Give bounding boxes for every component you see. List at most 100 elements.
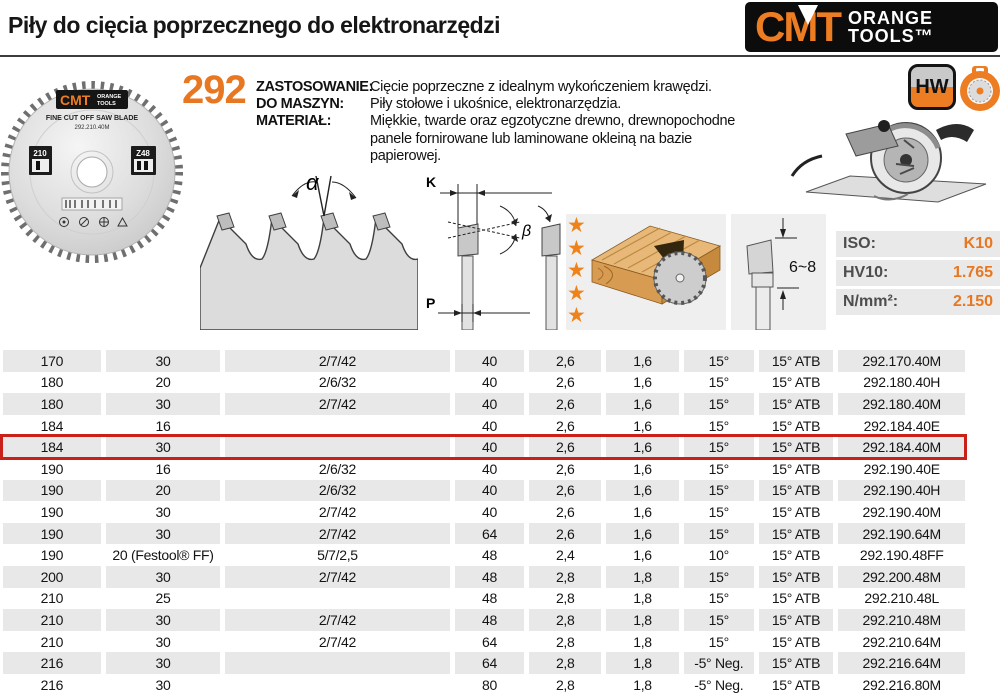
spec-label-machines: DO MASZYN: bbox=[256, 96, 344, 113]
svg-text:ORANGE: ORANGE bbox=[97, 94, 121, 100]
table-cell-bore: 16 bbox=[155, 460, 171, 477]
table-cell-teeth: 64 bbox=[454, 522, 525, 545]
star-icon: ★ bbox=[567, 259, 586, 283]
nmm2-label: N/mm²: bbox=[843, 293, 899, 310]
table-cell-diameter: 190 bbox=[3, 479, 101, 502]
material-spec-row: HV10: 1.765 bbox=[836, 260, 1000, 286]
table-cell-diameter: 190 bbox=[40, 547, 64, 564]
table-cell-order-code: 292.180.40M bbox=[838, 393, 965, 415]
table-cell-teeth: 48 bbox=[481, 590, 497, 607]
table-cell-hook-angle: 15° bbox=[683, 436, 754, 458]
wood-cut-illustration bbox=[590, 225, 722, 305]
table-cell-hook-angle: 15° bbox=[683, 350, 754, 372]
table-row: 190 30 2/7/42 40 2,6 1,6 15° 15° ATB 292… bbox=[0, 501, 965, 523]
blade-right-badge: Z48 bbox=[136, 149, 150, 158]
table-cell-order-code: 292.210.48M bbox=[838, 609, 965, 631]
table-row: 210 30 2/7/42 48 2,8 1,8 15° 15° ATB 292… bbox=[0, 609, 965, 631]
table-cell-kerf: 2,8 bbox=[555, 633, 575, 650]
spec-label-application: ZASTOSOWANIE: bbox=[256, 79, 373, 95]
table-cell-pinholes: 2/6/32 bbox=[225, 479, 450, 502]
product-specs: ZASTOSOWANIE: Cięcie poprzeczne z idealn… bbox=[256, 79, 756, 165]
table-cell-kerf: 2,6 bbox=[529, 350, 602, 372]
hw-badge: HW bbox=[908, 64, 956, 110]
table-cell-diameter: 200 bbox=[3, 565, 101, 588]
plate-label: P bbox=[426, 295, 435, 311]
table-cell-plate: 1,6 bbox=[606, 522, 679, 545]
table-row: 210 25 48 2,8 1,8 15° 15° ATB 292.210.48… bbox=[0, 588, 965, 610]
table-cell-pinholes: 2/7/42 bbox=[318, 503, 356, 520]
saw-blade-photo: CMT ORANGE TOOLS FINE CUT OFF SAW BLADE … bbox=[1, 81, 183, 263]
blade-code: 292.210.40M bbox=[74, 125, 109, 131]
table-cell-kerf: 2,8 bbox=[529, 652, 602, 674]
table-cell-plate: 1,6 bbox=[606, 393, 679, 415]
table-cell-bore: 30 bbox=[155, 503, 171, 520]
table-cell-plate: 1,8 bbox=[633, 676, 652, 693]
table-cell-grind: 15° ATB bbox=[771, 374, 821, 391]
table-cell-order-code: 292.190.40E bbox=[863, 460, 940, 477]
table-cell-order-code: 292.210.64M bbox=[862, 633, 941, 650]
table-cell-bore: 30 bbox=[105, 565, 221, 588]
table-cell-hook-angle: 15° bbox=[708, 417, 730, 434]
blade-barcode bbox=[61, 197, 123, 211]
table-cell-kerf: 2,6 bbox=[555, 417, 575, 434]
tooth-height-panel: 6~8 bbox=[731, 214, 826, 331]
table-cell-kerf: 2,6 bbox=[555, 374, 575, 391]
table-cell-diameter: 216 bbox=[3, 652, 101, 674]
star-rating: ★ ★ ★ ★ ★ bbox=[567, 214, 586, 328]
table-cell-plate: 1,8 bbox=[606, 609, 679, 631]
table-cell-kerf: 2,6 bbox=[555, 460, 575, 477]
table-cell-pinholes bbox=[225, 588, 449, 610]
table-cell-pinholes: 2/7/42 bbox=[318, 633, 356, 650]
table-cell-order-code: 292.190.48FF bbox=[859, 547, 944, 564]
title-divider bbox=[0, 55, 1000, 57]
table-cell-bore: 20 bbox=[105, 479, 221, 502]
table-cell-order-code: 292.190.40H bbox=[838, 479, 965, 502]
blade-teeth-ring bbox=[1, 81, 183, 263]
table-row: 200 30 2/7/42 48 2,8 1,8 15° 15° ATB 292… bbox=[0, 565, 965, 588]
table-cell-plate: 1,8 bbox=[633, 590, 652, 607]
table-cell-grind: 15° ATB bbox=[771, 676, 821, 693]
table-cell-teeth: 48 bbox=[454, 609, 525, 631]
table-cell-pinholes: 2/7/42 bbox=[225, 393, 450, 415]
table-cell-hook-angle: 15° bbox=[708, 503, 730, 520]
table-cell-plate: 1,6 bbox=[633, 374, 652, 391]
table-row: 190 20 (Festool® FF) 5/7/2,5 48 2,4 1,6 … bbox=[0, 544, 965, 566]
table-cell-pinholes: 2/7/42 bbox=[225, 350, 450, 372]
table-cell-bore: 30 bbox=[105, 522, 221, 545]
table-cell-diameter: 190 bbox=[40, 503, 64, 520]
nmm2-value: 2.150 bbox=[952, 293, 993, 310]
kerf-diagram: K β P bbox=[426, 174, 561, 330]
iso-label: ISO: bbox=[843, 235, 876, 252]
alpha-label: α bbox=[306, 172, 320, 195]
table-cell-bore: 25 bbox=[155, 590, 171, 607]
table-cell-kerf: 2,8 bbox=[529, 565, 602, 588]
table-row: 184 30 40 2,6 1,6 15° 15° ATB 292.184.40… bbox=[0, 433, 967, 461]
table-cell-order-code: 292.184.40E bbox=[863, 417, 940, 434]
table-cell-order-code: 292.210.48L bbox=[864, 590, 939, 607]
table-row: 216 30 80 2,8 1,8 -5° Neg. 15° ATB 292.2… bbox=[0, 674, 965, 696]
table-cell-grind: 15° ATB bbox=[758, 652, 834, 674]
table-cell-pinholes bbox=[225, 674, 449, 696]
table-cell-teeth: 40 bbox=[454, 393, 525, 415]
table-cell-grind: 15° ATB bbox=[771, 417, 821, 434]
table-cell-order-code: 292.190.40M bbox=[862, 503, 941, 520]
table-cell-hook-angle: 10° bbox=[708, 547, 730, 564]
table-cell-kerf: 2,6 bbox=[555, 503, 575, 520]
table-cell-grind: 15° ATB bbox=[771, 633, 821, 650]
table-cell-order-code: 292.216.64M bbox=[838, 652, 965, 674]
table-cell-pinholes: 2/7/42 bbox=[225, 522, 450, 545]
table-cell-bore: 30 bbox=[105, 436, 221, 458]
table-cell-diameter: 210 bbox=[40, 633, 64, 650]
circular-saw-photo bbox=[790, 120, 987, 203]
table-cell-grind: 15° ATB bbox=[758, 565, 834, 588]
table-cell-pinholes: 2/6/32 bbox=[318, 460, 356, 477]
table-cell-plate: 1,6 bbox=[633, 460, 652, 477]
table-cell-hook-angle: -5° Neg. bbox=[694, 676, 744, 693]
table-row: 190 16 2/6/32 40 2,6 1,6 15° 15° ATB 292… bbox=[0, 458, 965, 480]
table-cell-order-code: 292.216.80M bbox=[862, 676, 941, 693]
table-cell-teeth: 64 bbox=[454, 652, 525, 674]
blade-bore-hole bbox=[76, 156, 108, 188]
table-cell-order-code: 292.170.40M bbox=[838, 350, 965, 372]
table-cell-pinholes: 2/7/42 bbox=[225, 609, 450, 631]
